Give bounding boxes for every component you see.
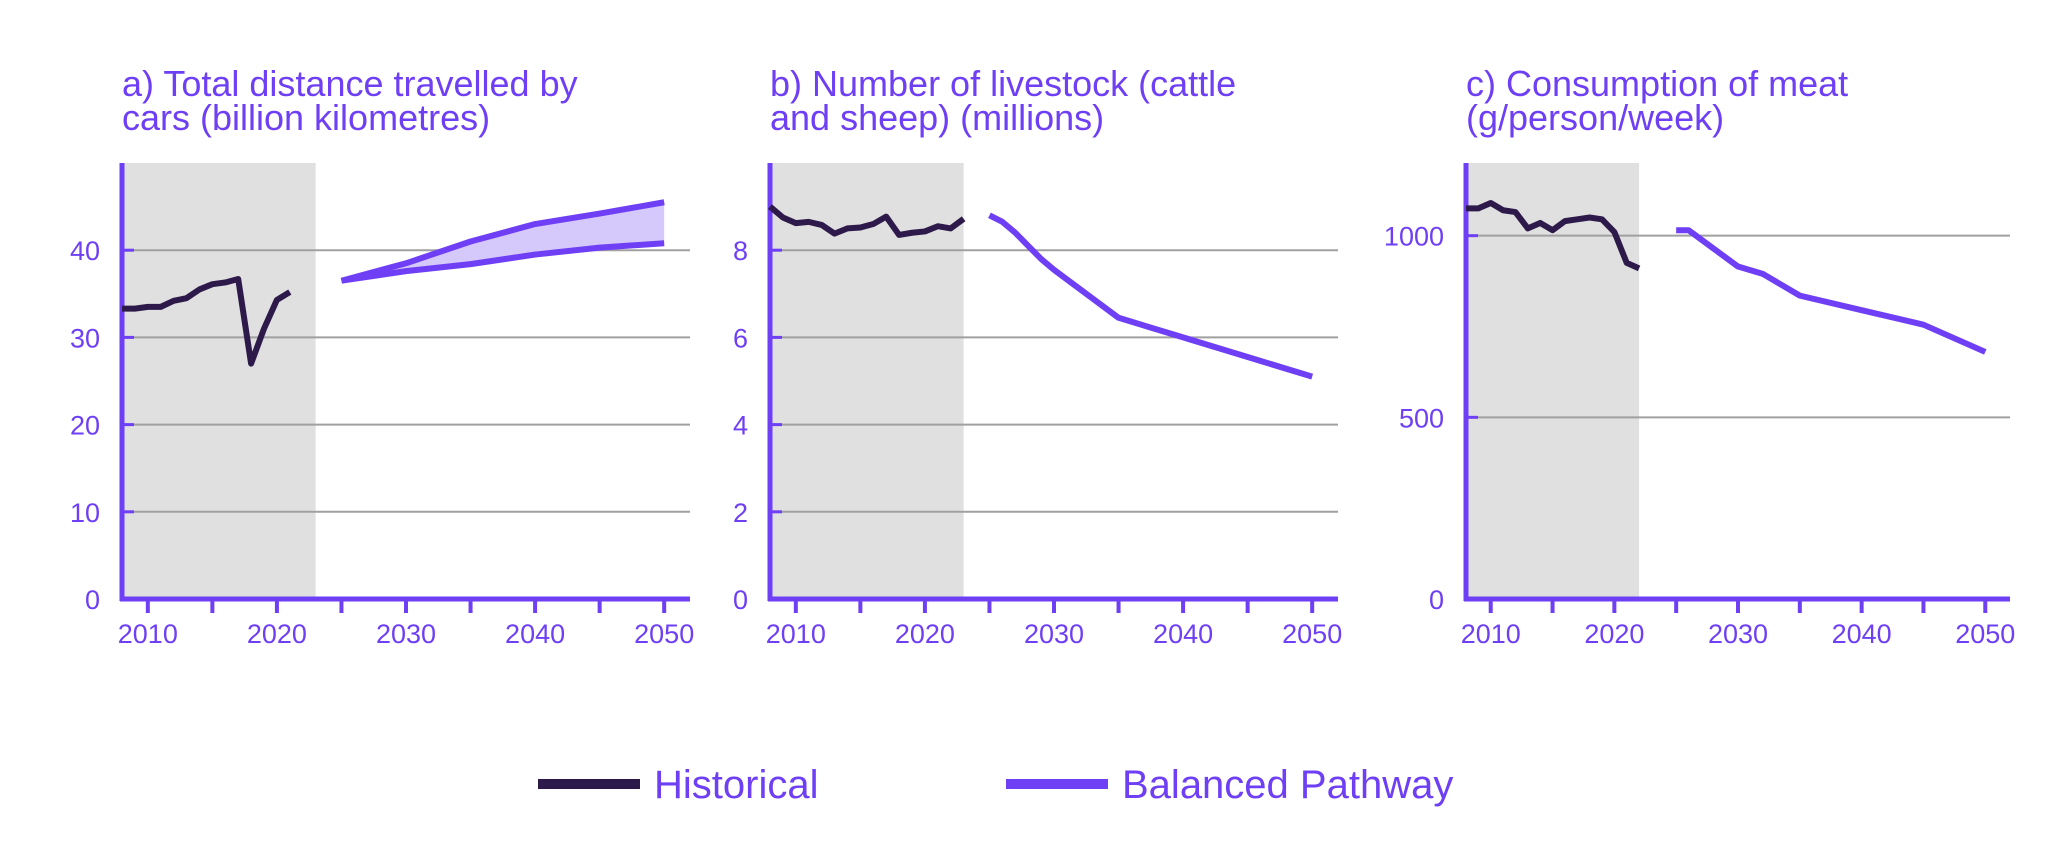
x-tick-label: 2040 xyxy=(1153,619,1213,649)
chart-title-line: cars (billion kilometres) xyxy=(122,97,490,138)
x-tick-label: 2050 xyxy=(1282,619,1342,649)
x-tick-label: 2020 xyxy=(1584,619,1644,649)
x-tick-label: 2010 xyxy=(118,619,178,649)
x-tick-label: 2010 xyxy=(1461,619,1521,649)
y-tick-label: 0 xyxy=(85,585,100,615)
x-tick-label: 2030 xyxy=(1024,619,1084,649)
y-tick-label: 6 xyxy=(733,323,748,353)
x-tick-label: 2040 xyxy=(505,619,565,649)
y-tick-label: 0 xyxy=(733,585,748,615)
y-tick-label: 500 xyxy=(1399,403,1444,433)
x-tick-label: 2040 xyxy=(1832,619,1892,649)
y-tick-label: 30 xyxy=(70,323,100,353)
y-tick-label: 40 xyxy=(70,236,100,266)
pathway-line xyxy=(1676,227,1987,355)
x-tick-label: 2050 xyxy=(634,619,694,649)
x-tick-label: 2030 xyxy=(376,619,436,649)
pathway-range-band xyxy=(341,202,665,281)
historical-line xyxy=(122,275,292,367)
y-tick-label: 2 xyxy=(733,498,748,528)
x-tick-label: 2030 xyxy=(1708,619,1768,649)
chart-panel-3: c) Consumption of meat(g/person/week) 0 50… xyxy=(1384,63,2015,649)
y-tick-label: 20 xyxy=(70,411,100,441)
chart-title-line: (g/person/week) xyxy=(1466,97,1724,138)
legend: Historical Balanced Pathway xyxy=(538,763,1453,807)
legend-pathway-label: Balanced Pathway xyxy=(1122,763,1453,807)
historical-line xyxy=(768,204,966,238)
y-tick-label: 8 xyxy=(733,236,748,266)
pathway-upper-line xyxy=(340,199,665,284)
y-tick-label: 0 xyxy=(1429,585,1444,615)
x-tick-label: 2050 xyxy=(1955,619,2015,649)
y-tick-label: 1000 xyxy=(1384,222,1444,252)
history-shade xyxy=(122,163,316,599)
y-tick-label: 10 xyxy=(70,498,100,528)
legend-historical-label: Historical xyxy=(654,763,818,807)
historical-line xyxy=(1466,199,1641,272)
history-shade xyxy=(770,163,964,599)
x-tick-label: 2020 xyxy=(895,619,955,649)
x-tick-label: 2010 xyxy=(766,619,826,649)
y-tick-label: 4 xyxy=(733,411,748,441)
x-tick-label: 2020 xyxy=(247,619,307,649)
pathway-line xyxy=(988,212,1314,380)
chart-title-line: b) Number of livestock (cattle xyxy=(770,63,1236,104)
chart-title-line: c) Consumption of meat xyxy=(1466,63,1848,104)
chart-title-line: and sheep) (millions) xyxy=(770,97,1104,138)
pathway-lower-line xyxy=(341,240,665,284)
chart-title-line: a) Total distance travelled by xyxy=(122,63,578,104)
